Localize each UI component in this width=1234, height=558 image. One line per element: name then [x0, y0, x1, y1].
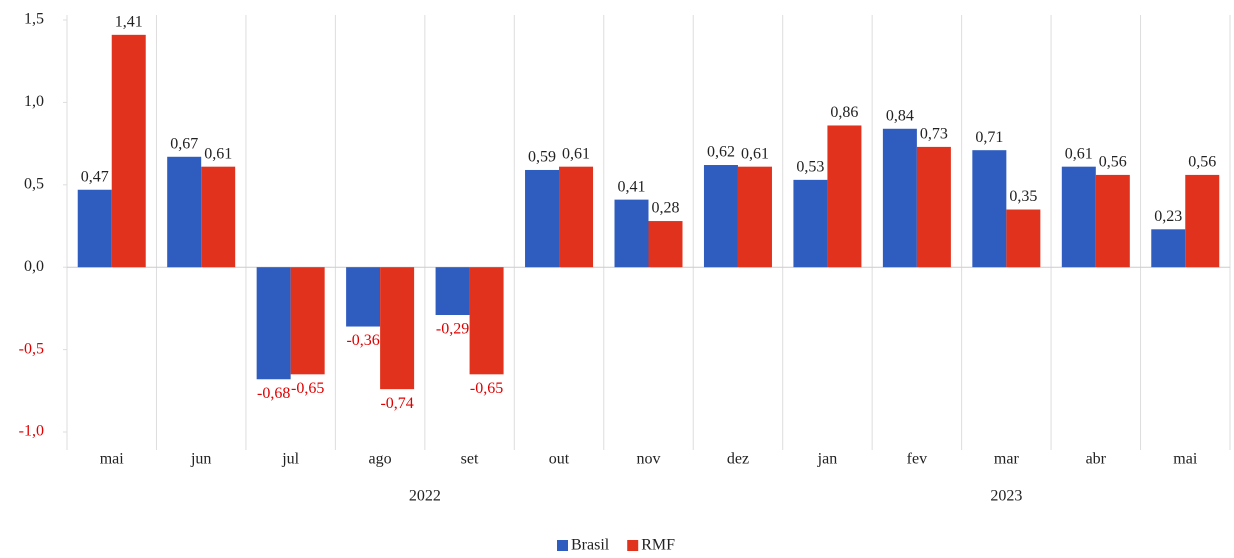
- bar: [737, 166, 772, 268]
- y-tick-label: 0,0: [24, 258, 44, 275]
- y-tick-label: 1,5: [24, 11, 44, 28]
- y-tick-label: 0,5: [24, 175, 44, 192]
- value-label: 0,23: [1154, 208, 1182, 225]
- x-tick-label: abr: [1086, 451, 1107, 468]
- legend-label: Brasil: [571, 537, 610, 554]
- value-label: 0,61: [204, 145, 232, 162]
- value-label: 0,73: [920, 126, 948, 143]
- x-tick-label: nov: [637, 451, 661, 468]
- value-label: 0,62: [707, 144, 735, 161]
- value-label: 0,84: [886, 107, 914, 124]
- value-label: 0,28: [652, 200, 680, 217]
- bar: [648, 221, 683, 268]
- bar: [827, 125, 862, 268]
- value-label: 0,56: [1099, 154, 1127, 171]
- bar: [1151, 229, 1186, 268]
- group-label: 2023: [990, 488, 1022, 505]
- value-label: -0,36: [346, 332, 379, 349]
- group-label: 2022: [409, 488, 441, 505]
- value-label: 0,53: [796, 159, 824, 176]
- legend-swatch: [627, 540, 639, 551]
- value-label: 0,61: [741, 145, 769, 162]
- bar: [972, 150, 1007, 268]
- value-label: 0,61: [562, 145, 590, 162]
- y-tick-label: -1,0: [19, 423, 44, 440]
- value-label: -0,65: [291, 380, 324, 397]
- value-label: 0,61: [1065, 145, 1093, 162]
- bar: [256, 267, 291, 380]
- x-tick-label: jan: [817, 451, 838, 468]
- bar: [882, 128, 917, 268]
- x-tick-label: ago: [369, 451, 392, 468]
- x-tick-label: mai: [1173, 451, 1198, 468]
- y-tick-label: 1,0: [24, 93, 44, 110]
- value-label: 0,86: [830, 104, 858, 121]
- value-label: 0,47: [81, 168, 109, 185]
- bar: [1185, 174, 1220, 268]
- x-tick-label: out: [549, 451, 570, 468]
- value-label: -0,68: [257, 385, 290, 402]
- value-label: 1,41: [115, 14, 143, 31]
- bar: [201, 166, 236, 268]
- bar: [793, 179, 828, 268]
- value-label: -0,29: [436, 321, 469, 338]
- x-tick-label: jun: [190, 451, 211, 468]
- x-tick-label: mar: [994, 451, 1020, 468]
- bar: [916, 146, 951, 268]
- x-tick-label: fev: [907, 451, 927, 468]
- value-label: 0,56: [1188, 154, 1216, 171]
- bar: [167, 156, 202, 268]
- bar: [559, 166, 594, 268]
- bar: [1006, 209, 1041, 268]
- bar: [290, 267, 325, 375]
- value-label: 0,67: [170, 135, 198, 152]
- bar: [1061, 166, 1096, 268]
- value-label: 0,35: [1009, 188, 1037, 205]
- value-label: -0,74: [380, 395, 413, 412]
- bar: [469, 267, 504, 375]
- bar: [111, 34, 146, 268]
- bar: [435, 267, 470, 315]
- value-label: 0,59: [528, 149, 556, 166]
- bar: [1095, 174, 1130, 268]
- legend-swatch: [557, 540, 568, 551]
- bar: [346, 267, 381, 327]
- x-tick-label: set: [461, 451, 479, 468]
- legend-label: RMF: [641, 537, 675, 554]
- y-tick-label: -0,5: [19, 340, 44, 357]
- bar: [614, 199, 649, 268]
- x-tick-label: jul: [281, 451, 299, 468]
- bar: [77, 189, 112, 268]
- bar: [703, 165, 738, 268]
- x-tick-label: dez: [727, 451, 749, 468]
- value-label: -0,65: [470, 380, 503, 397]
- value-label: 0,71: [975, 129, 1003, 146]
- bar: [380, 267, 415, 390]
- bar: [525, 169, 560, 268]
- x-tick-label: mai: [100, 451, 125, 468]
- value-label: 0,41: [618, 178, 646, 195]
